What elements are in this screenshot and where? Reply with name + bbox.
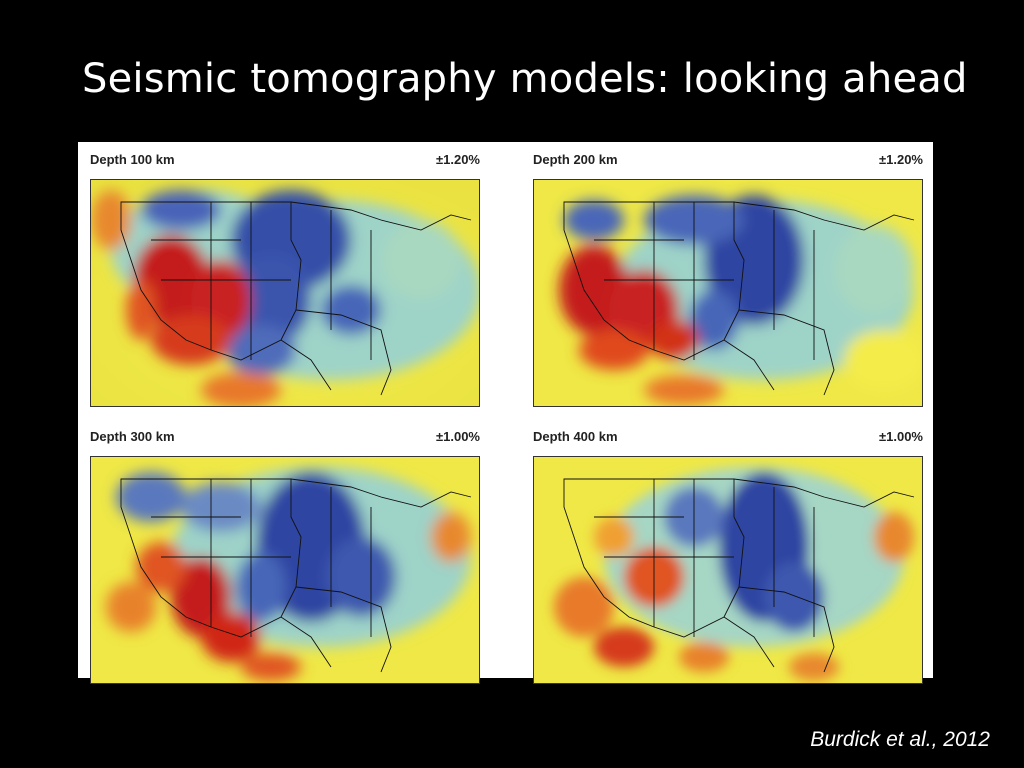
tomography-map bbox=[533, 456, 923, 684]
scale-label: ±1.00% bbox=[879, 429, 923, 444]
panel-depth-200: Depth 200 km ±1.20% bbox=[533, 152, 923, 407]
panel-depth-100: Depth 100 km ±1.20% bbox=[90, 152, 480, 407]
scale-label: ±1.00% bbox=[436, 429, 480, 444]
tomography-figure: Depth 100 km ±1.20% bbox=[78, 142, 933, 684]
panel-depth-400: Depth 400 km ±1.00% bbox=[533, 429, 923, 684]
depth-label: Depth 200 km bbox=[533, 152, 618, 167]
citation: Burdick et al., 2012 bbox=[810, 728, 990, 751]
tomography-map bbox=[533, 179, 923, 407]
tomography-map bbox=[90, 456, 480, 684]
depth-label: Depth 400 km bbox=[533, 429, 618, 444]
panel-depth-300: Depth 300 km ±1.00% bbox=[90, 429, 480, 684]
depth-label: Depth 300 km bbox=[90, 429, 175, 444]
scale-label: ±1.20% bbox=[879, 152, 923, 167]
scale-label: ±1.20% bbox=[436, 152, 480, 167]
depth-label: Depth 100 km bbox=[90, 152, 175, 167]
tomography-map bbox=[90, 179, 480, 407]
slide-title: Seismic tomography models: looking ahead bbox=[82, 56, 968, 102]
